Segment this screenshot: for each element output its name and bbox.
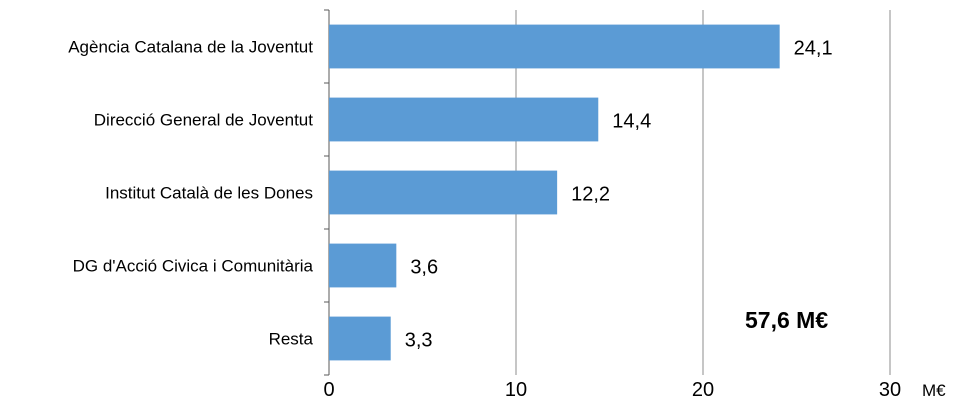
bar bbox=[329, 316, 391, 361]
bar bbox=[329, 170, 558, 215]
data-label: 24,1 bbox=[794, 38, 833, 60]
x-tick-label: 20 bbox=[692, 379, 714, 398]
value-labels: 24,1 14,4 12,2 3,6 3,3 bbox=[405, 38, 833, 352]
x-tick-label: 0 bbox=[323, 379, 334, 398]
bars bbox=[329, 24, 780, 361]
x-tick-label: 10 bbox=[505, 379, 527, 398]
category-label: Agència Catalana de la Joventut bbox=[68, 38, 313, 57]
category-label: DG d'Acció Civica i Comunitària bbox=[73, 257, 314, 276]
data-label: 3,3 bbox=[405, 330, 433, 352]
bar bbox=[329, 243, 397, 288]
data-label: 14,4 bbox=[612, 111, 651, 133]
data-label: 12,2 bbox=[571, 184, 610, 206]
x-tick-label: 30 bbox=[879, 379, 901, 398]
data-label: 3,6 bbox=[410, 257, 438, 279]
category-labels: Agència Catalana de la Joventut Direcció … bbox=[68, 38, 313, 349]
bar bbox=[329, 24, 780, 69]
x-axis-ticks: 0 10 20 30 bbox=[323, 379, 901, 398]
x-axis-unit: M€ bbox=[922, 381, 946, 398]
category-label: Direcció General de Joventut bbox=[94, 111, 314, 130]
bar bbox=[329, 97, 599, 142]
category-label: Institut Català de les Dones bbox=[105, 184, 313, 203]
total-annotation: 57,6 M€ bbox=[745, 307, 828, 333]
category-label: Resta bbox=[269, 330, 314, 349]
